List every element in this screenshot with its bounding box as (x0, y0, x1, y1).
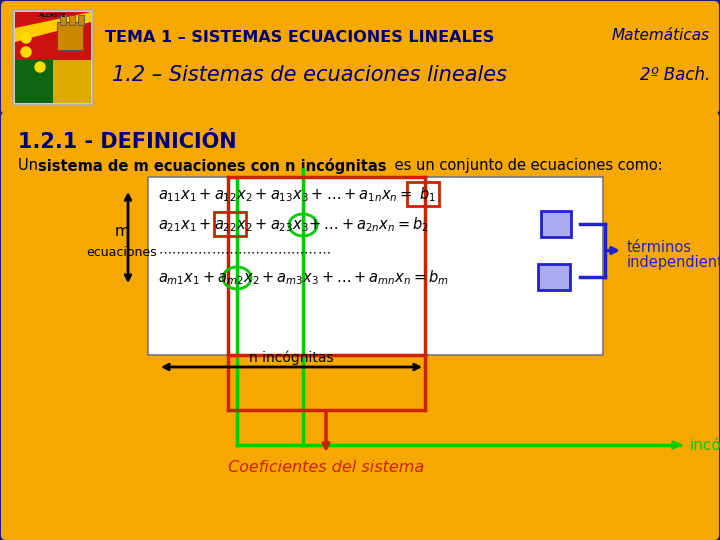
FancyBboxPatch shape (78, 15, 84, 25)
Text: TEMA 1 – SISTEMAS ECUACIONES LINEALES: TEMA 1 – SISTEMAS ECUACIONES LINEALES (105, 30, 494, 45)
FancyBboxPatch shape (69, 15, 75, 25)
Polygon shape (53, 60, 91, 103)
FancyBboxPatch shape (1, 112, 719, 540)
FancyBboxPatch shape (541, 211, 571, 237)
Text: términos: términos (627, 240, 692, 255)
Text: independientes: independientes (627, 255, 720, 271)
Polygon shape (15, 60, 53, 103)
Circle shape (21, 33, 31, 43)
Text: ALCASTE: ALCASTE (40, 13, 67, 18)
Text: sistema de m ecuaciones con n incógnitas: sistema de m ecuaciones con n incógnitas (38, 158, 387, 174)
Text: n incógnitas: n incógnitas (249, 350, 334, 365)
Text: 1.2 – Sistemas de ecuaciones lineales: 1.2 – Sistemas de ecuaciones lineales (112, 65, 507, 85)
Text: incógnitas: incógnitas (690, 437, 720, 453)
Circle shape (35, 62, 45, 72)
Text: 2º Bach.: 2º Bach. (640, 66, 710, 84)
Text: $a_{11}x_1 + a_{12}x_2 + a_{13}x_3 + \ldots + a_{1n}x_n =  \ b_1$: $a_{11}x_1 + a_{12}x_2 + a_{13}x_3 + \ld… (158, 185, 436, 204)
Text: Matemáticas: Matemáticas (612, 28, 710, 43)
FancyBboxPatch shape (57, 22, 83, 50)
Circle shape (21, 47, 31, 57)
Polygon shape (15, 12, 91, 42)
FancyBboxPatch shape (60, 15, 66, 25)
Text: ecuaciones: ecuaciones (86, 246, 157, 260)
Polygon shape (15, 12, 91, 60)
Text: $a_{21}x_1 + a_{22}x_2 + a_{23}x_3\! + \ldots + a_{2n}x_n = b_2$: $a_{21}x_1 + a_{22}x_2 + a_{23}x_3\! + \… (158, 215, 429, 234)
FancyBboxPatch shape (538, 264, 570, 290)
Text: 1.2.1 - DEFINICIÓN: 1.2.1 - DEFINICIÓN (18, 132, 237, 152)
Text: Un: Un (18, 158, 42, 173)
Text: m: m (114, 224, 130, 239)
Text: es un conjunto de ecuaciones como:: es un conjunto de ecuaciones como: (390, 158, 662, 173)
FancyBboxPatch shape (1, 1, 719, 114)
Text: Coeficientes del sistema: Coeficientes del sistema (228, 460, 424, 475)
FancyBboxPatch shape (148, 177, 603, 355)
Text: $\cdots\cdots\cdots\cdots\cdots\cdots\cdots\cdots\cdots\cdots\cdots\cdots\cdots$: $\cdots\cdots\cdots\cdots\cdots\cdots\cd… (158, 245, 330, 258)
Text: $a_{m1}x_1 + a_{m2}x_2 + a_{m3}x_3 + \ldots + a_{mn}x_n = b_m$: $a_{m1}x_1 + a_{m2}x_2 + a_{m3}x_3 + \ld… (158, 268, 449, 287)
FancyBboxPatch shape (13, 10, 93, 105)
